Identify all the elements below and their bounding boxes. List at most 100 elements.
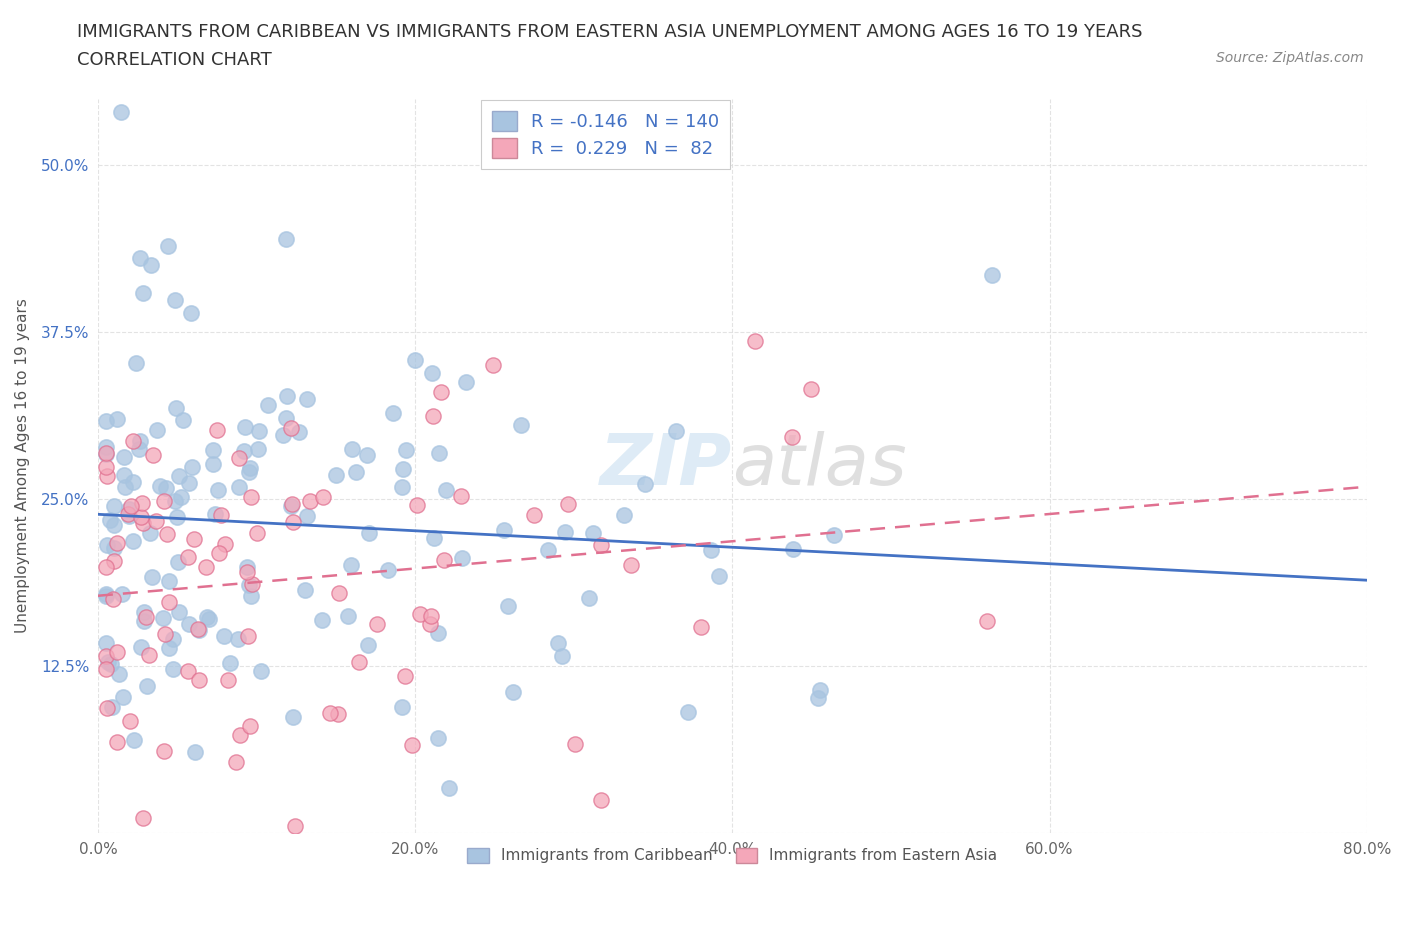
Point: [494, 523, 516, 538]
Point: [201, 457, 224, 472]
Point: [349, 655, 371, 670]
Point: [131, 496, 153, 511]
Text: IMMIGRANTS FROM CARIBBEAN VS IMMIGRANTS FROM EASTERN ASIA UNEMPLOYMENT AMONG AGE: IMMIGRANTS FROM CARIBBEAN VS IMMIGRANTS …: [77, 23, 1143, 41]
Point: [288, 424, 311, 439]
Point: [132, 810, 155, 825]
Point: [280, 420, 302, 435]
Point: [456, 375, 478, 390]
Point: [162, 661, 184, 676]
Point: [94, 587, 117, 602]
Point: [201, 443, 224, 458]
Point: [218, 656, 240, 671]
Point: [239, 489, 262, 504]
Point: [125, 355, 148, 370]
Point: [170, 489, 193, 504]
Point: [214, 537, 236, 551]
Point: [157, 574, 180, 589]
Point: [132, 614, 155, 629]
Point: [94, 649, 117, 664]
Point: [557, 497, 579, 512]
Point: [228, 727, 250, 742]
Point: [427, 731, 450, 746]
Point: [707, 568, 730, 583]
Point: [325, 467, 347, 482]
Point: [128, 441, 150, 456]
Point: [163, 293, 186, 308]
Point: [319, 706, 342, 721]
Point: [145, 513, 167, 528]
Point: [250, 664, 273, 679]
Point: [167, 554, 190, 569]
Point: [183, 532, 205, 547]
Point: [337, 608, 360, 623]
Point: [103, 540, 125, 555]
Point: [328, 586, 350, 601]
Point: [180, 306, 202, 321]
Point: [177, 664, 200, 679]
Point: [427, 446, 450, 461]
Point: [430, 385, 453, 400]
Point: [634, 477, 657, 492]
Point: [105, 644, 128, 659]
Point: [808, 683, 831, 698]
Point: [128, 251, 150, 266]
Point: [582, 525, 605, 540]
Point: [131, 510, 153, 525]
Point: [238, 465, 260, 480]
Point: [295, 392, 318, 406]
Point: [167, 604, 190, 619]
Point: [502, 684, 524, 699]
Point: [782, 541, 804, 556]
Point: [240, 577, 263, 591]
Point: [271, 428, 294, 443]
Point: [280, 498, 302, 513]
Point: [247, 424, 270, 439]
Point: [94, 445, 117, 460]
Point: [136, 679, 159, 694]
Point: [620, 557, 643, 572]
Point: [420, 365, 443, 380]
Point: [110, 104, 132, 119]
Point: [980, 267, 1002, 282]
Point: [129, 639, 152, 654]
Y-axis label: Unemployment Among Ages 16 to 19 years: Unemployment Among Ages 16 to 19 years: [15, 299, 30, 633]
Point: [155, 481, 177, 496]
Point: [183, 744, 205, 759]
Point: [122, 533, 145, 548]
Point: [311, 613, 333, 628]
Point: [94, 635, 117, 650]
Point: [198, 612, 221, 627]
Point: [299, 494, 322, 509]
Point: [554, 525, 576, 540]
Point: [194, 560, 217, 575]
Text: atlas: atlas: [733, 432, 907, 500]
Point: [281, 710, 304, 724]
Point: [153, 493, 176, 508]
Point: [142, 448, 165, 463]
Point: [780, 430, 803, 445]
Point: [209, 508, 232, 523]
Point: [690, 619, 713, 634]
Point: [419, 617, 441, 631]
Point: [228, 450, 250, 465]
Point: [233, 444, 256, 458]
Point: [228, 631, 250, 646]
Point: [207, 483, 229, 498]
Point: [111, 587, 134, 602]
Point: [281, 497, 304, 512]
Point: [823, 527, 845, 542]
Point: [103, 499, 125, 514]
Point: [187, 672, 209, 687]
Point: [132, 516, 155, 531]
Point: [118, 509, 141, 524]
Point: [105, 411, 128, 426]
Point: [166, 509, 188, 524]
Point: [228, 479, 250, 494]
Point: [98, 512, 121, 527]
Point: [94, 440, 117, 455]
Point: [157, 640, 180, 655]
Point: [152, 610, 174, 625]
Point: [391, 479, 413, 494]
Point: [157, 594, 180, 609]
Point: [744, 334, 766, 349]
